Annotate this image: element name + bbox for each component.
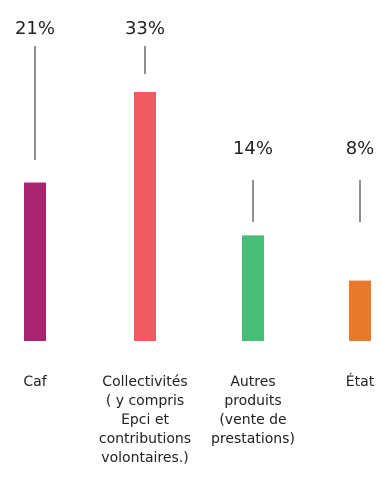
data-labels-group: 21% 33% 14% 8% (15, 18, 374, 159)
bar-1 (24, 182, 46, 341)
category-label-2: Collectivités ( y compris Epci et contribut… (99, 374, 191, 466)
category-label-line: Epci et (121, 412, 169, 428)
category-label-line: (vente de (219, 412, 286, 428)
category-label-line: État (346, 373, 375, 390)
category-label-line: ( y compris (106, 393, 184, 409)
bar-4 (349, 280, 371, 341)
category-label-line: volontaires.) (101, 450, 188, 466)
category-label-1: Caf (23, 374, 47, 390)
category-label-3: Autres produits (vente de prestations) (211, 374, 295, 447)
data-label-3: 14% (233, 138, 273, 159)
category-label-line: Caf (23, 374, 47, 390)
leader-lines-group (34, 46, 361, 222)
category-labels-group: Caf Collectivités ( y compris Epci et contri… (23, 373, 374, 466)
category-label-line: prestations) (211, 431, 295, 447)
category-label-line: produits (224, 393, 281, 409)
category-label-line: Autres (230, 374, 275, 390)
data-label-4: 8% (346, 138, 375, 159)
bar-3 (242, 235, 264, 341)
category-label-line: contributions (99, 431, 191, 447)
bar-2 (134, 92, 156, 341)
data-label-1: 21% (15, 18, 55, 39)
category-label-line: Collectivités (102, 374, 187, 390)
category-label-4: État (346, 373, 375, 390)
data-label-2: 33% (125, 18, 165, 39)
bars-group (24, 92, 371, 341)
